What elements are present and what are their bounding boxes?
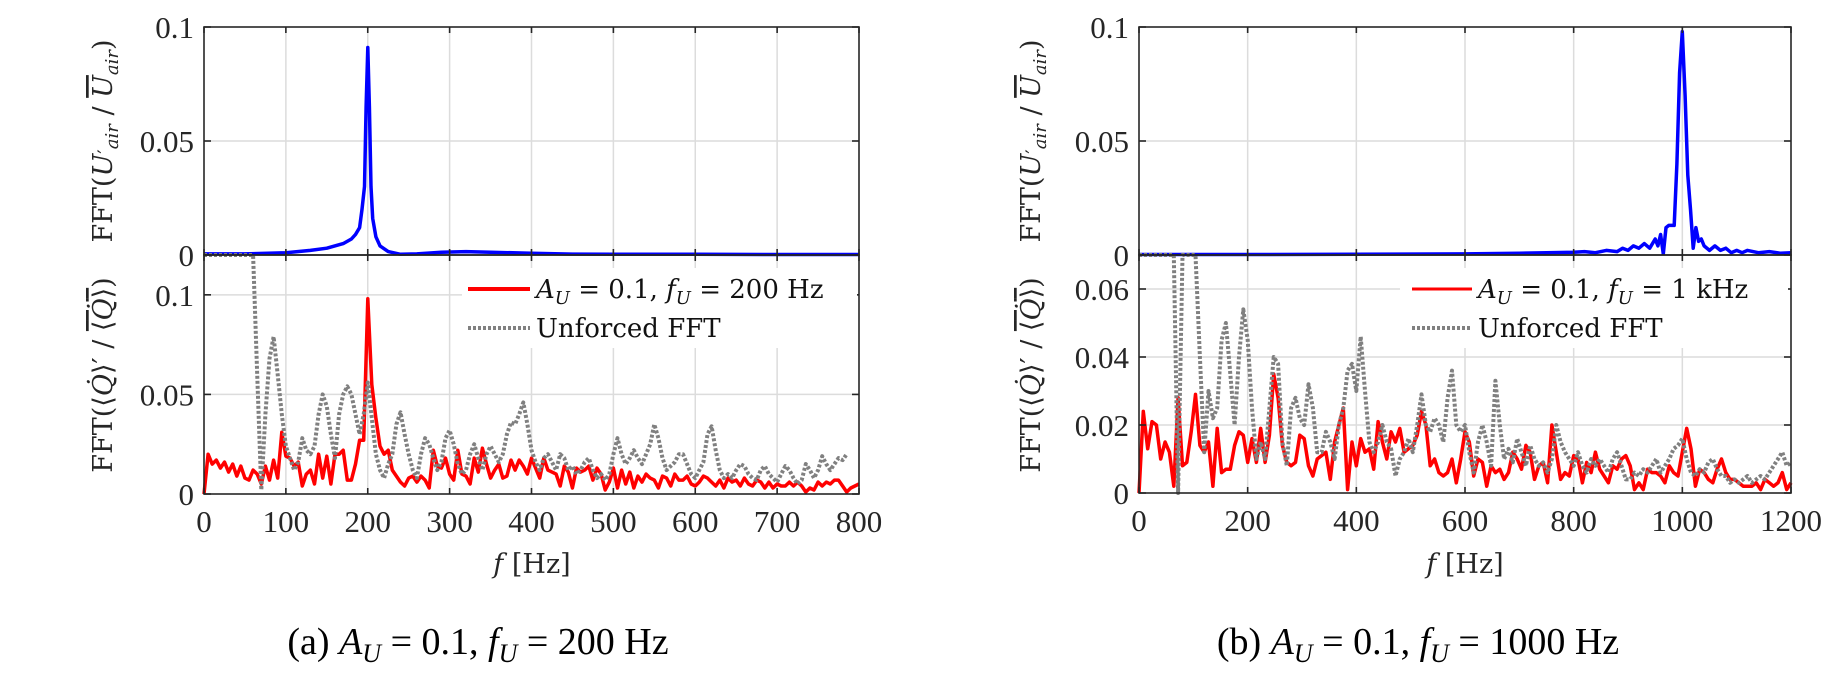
panel-a-top-ylabel: FFT(U′air / Uair): [88, 39, 123, 242]
series-line-u-air-fft: [1139, 29, 1792, 257]
panel-b-bottom-ylabel: FFT(⟨Q̇⟩′ / ⟨Q̇⟩): [1014, 277, 1047, 472]
x-tick-label: 600: [672, 504, 719, 539]
y-tick-label: 0: [179, 238, 195, 273]
y-tick-label: 0.05: [1075, 124, 1129, 159]
x-tick-label: 700: [754, 504, 801, 539]
y-tick-label: 0.1: [1090, 10, 1129, 45]
y-tick-label: 0.06: [1075, 272, 1129, 307]
panel-a-axes-frames: [203, 26, 860, 495]
x-tick-label: 0: [196, 504, 212, 539]
panel-a-xlabel: f [Hz]: [491, 549, 570, 580]
panel-b-legend: AU = 0.1, fU = 1 kHz Unforced FFT: [1400, 268, 1788, 348]
series-line-unforced-fft: [1139, 253, 1793, 495]
y-tick-label: 0.1: [155, 278, 194, 313]
x-tick-label: 800: [836, 504, 883, 539]
y-tick-label: 0: [1114, 476, 1130, 511]
panel-b: 00.050.100.020.040.060 200 400 600 800 1000 12…: [1014, 10, 1822, 668]
series-line-a-u-0-1-f-u-1-khz: [1137, 372, 1793, 494]
x-tick-label: 1000: [1651, 503, 1713, 538]
panel-a-bottom-series: [202, 253, 860, 495]
legend-box: [462, 268, 857, 348]
panel-b-xlabel: f [Hz]: [1424, 549, 1503, 580]
y-tick-label: 0.05: [140, 124, 194, 159]
y-tick-label: 0: [179, 477, 195, 512]
panel-b-tick-labels: 00.050.100.020.040.060 200 400 600 800 1000 12…: [1075, 10, 1822, 538]
panel-a-legend: AU = 0.1, fU = 200 Hz Unforced FFT: [462, 268, 857, 348]
panel-b-top-ylabel: FFT(U′air / Uair): [1016, 39, 1051, 242]
x-tick-label: 200: [345, 504, 392, 539]
panel-a-bottom-ylabel: FFT(⟨Q̇⟩′ / ⟨Q̇⟩): [86, 277, 119, 472]
panel-b-top-series: [1139, 29, 1792, 257]
panel-a-top-series: [204, 45, 859, 257]
series-line-unforced-fft: [204, 253, 849, 492]
x-tick-label: 400: [508, 504, 555, 539]
x-tick-label: 500: [590, 504, 637, 539]
legend-box: [1400, 268, 1788, 348]
legend-label-unforced: Unforced FFT: [1478, 314, 1663, 344]
panel-b-axes-frames: [1138, 26, 1792, 494]
x-tick-label: 600: [1442, 503, 1489, 538]
y-tick-label: 0.1: [155, 10, 194, 45]
x-tick-label: 100: [263, 504, 310, 539]
legend-label-unforced: Unforced FFT: [536, 314, 721, 344]
panel-b-caption: (b) AU = 0.1, fU = 1000 Hz: [1217, 621, 1619, 668]
x-tick-label: 300: [426, 504, 473, 539]
series-line-a-u-0-1-f-u-200-hz: [202, 297, 860, 495]
y-tick-label: 0.05: [140, 377, 194, 412]
x-tick-label: 800: [1550, 503, 1597, 538]
panel-a-caption: (a) AU = 0.1, fU = 200 Hz: [287, 621, 668, 668]
axes-frame: [203, 254, 860, 495]
legend-label-forced: AU = 0.1, fU = 1 kHz: [1476, 275, 1748, 309]
x-tick-label: 400: [1333, 503, 1380, 538]
y-tick-label: 0.02: [1075, 408, 1129, 443]
x-tick-label: 0: [1131, 503, 1147, 538]
y-tick-label: 0.04: [1075, 340, 1130, 375]
panel-b-bottom-series: [1137, 253, 1793, 495]
panel-a-top-gridlines: [204, 27, 859, 255]
panel-a-tick-labels: 0 0.05 0.1 0 0.05 0.1 0 100 200 300 400 500 600 700 80…: [140, 10, 883, 539]
panel-b-top-gridlines: [1139, 27, 1791, 255]
panel-a: 0 0.05 0.1 0 0.05 0.1 0 100 200 300 400 500 600 700 80…: [86, 10, 882, 668]
y-tick-label: 0: [1114, 238, 1130, 273]
series-line-u-air-fft: [204, 45, 859, 257]
x-tick-label: 1200: [1760, 503, 1822, 538]
x-tick-label: 200: [1224, 503, 1271, 538]
axes-frame: [1138, 254, 1792, 494]
